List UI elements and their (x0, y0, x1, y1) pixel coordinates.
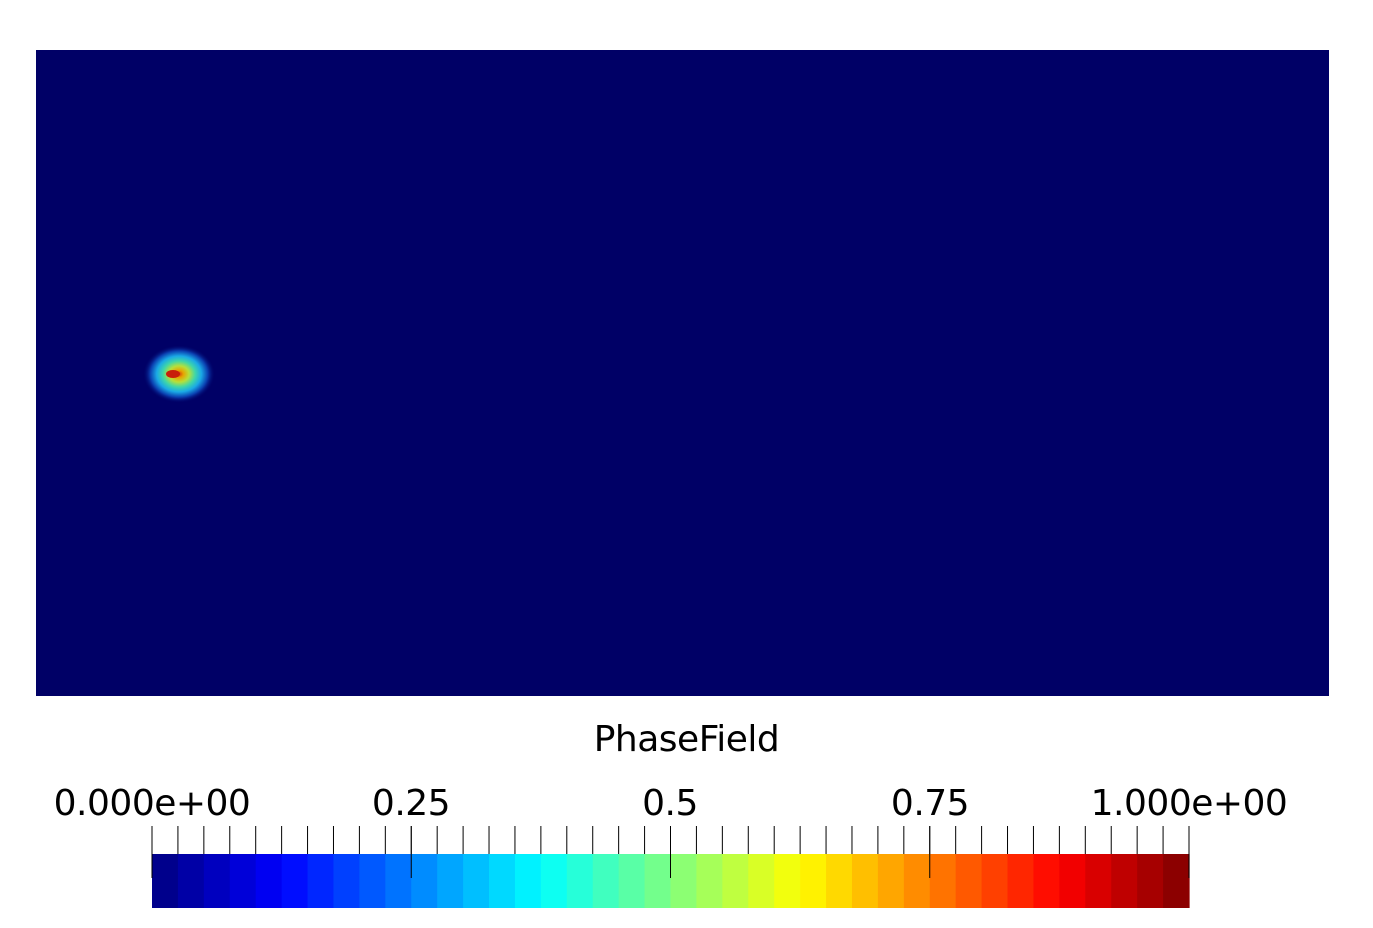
colorbar-band (1033, 854, 1060, 908)
colorbar-band (359, 854, 386, 908)
colorbar-band (903, 854, 931, 908)
colorbar-band (722, 854, 749, 908)
colorbar-band (203, 854, 231, 908)
colorbar-band (696, 854, 723, 908)
colorbar-band (177, 854, 205, 908)
colorbar-band (800, 854, 827, 908)
colorbar-band (981, 854, 1009, 908)
colorbar-band (851, 854, 879, 908)
colorbar-band (333, 854, 360, 908)
colorbar-band (774, 854, 801, 908)
phase-field-plot (36, 50, 1329, 696)
field-background (36, 50, 1329, 696)
colorbar-band (229, 854, 257, 908)
colorbar-tick-label-max: 1.000e+00 (1090, 783, 1288, 824)
colorbar-tick-label-min: 0.000e+00 (53, 783, 251, 824)
colorbar-band (1085, 854, 1112, 908)
colorbar-band (644, 854, 672, 908)
colorbar-ticks (151, 826, 1190, 878)
colorbar-band (1059, 854, 1086, 908)
colorbar-band (255, 854, 283, 908)
colorbar-band (1137, 854, 1164, 908)
colorbar-band (929, 854, 957, 908)
colorbar-band (411, 854, 438, 908)
colorbar-bands (152, 854, 1190, 908)
colorbar-band (748, 854, 775, 908)
colorbar (151, 826, 1190, 908)
colorbar-band (592, 854, 620, 908)
colorbar-band (877, 854, 905, 908)
colorbar-band (1111, 854, 1138, 908)
colorbar-band (437, 854, 464, 908)
colorbar-band (618, 854, 646, 908)
colorbar-title: PhaseField (593, 719, 780, 760)
colorbar-band (281, 854, 309, 908)
colorbar-band (1163, 854, 1190, 908)
colorbar-tick-label-025: 0.25 (371, 783, 451, 824)
colorbar-band (540, 854, 568, 908)
colorbar-tick-label-05: 0.5 (642, 783, 698, 824)
colorbar-tick-label-075: 0.75 (890, 783, 970, 824)
phase-field-blob-core (166, 370, 180, 378)
colorbar-band (463, 854, 490, 908)
colorbar-band (307, 854, 335, 908)
colorbar-band (514, 854, 542, 908)
colorbar-band (566, 854, 594, 908)
colorbar-band (489, 854, 516, 908)
colorbar-band (152, 854, 179, 908)
colorbar-band (826, 854, 853, 908)
colorbar-band (670, 854, 698, 908)
colorbar-band (385, 854, 412, 908)
colorbar-band (955, 854, 983, 908)
colorbar-band (1007, 854, 1035, 908)
